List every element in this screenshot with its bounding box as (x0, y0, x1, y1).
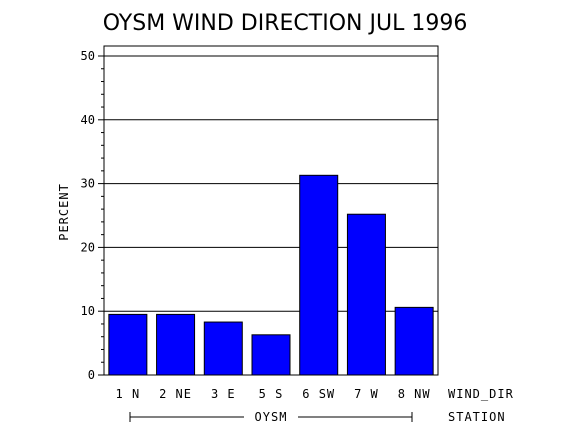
y-axis-label: PERCENT (57, 183, 71, 241)
chart-title: OYSM WIND DIRECTION JUL 1996 (103, 11, 468, 36)
bar (203, 321, 243, 376)
x-tick-label: 5 S (259, 387, 284, 401)
y-tick-label: 0 (88, 368, 95, 382)
bar (394, 306, 434, 376)
x-axis-label: WIND_DIR (448, 387, 514, 401)
x-tick-label: 6 SW (302, 387, 335, 401)
bar (346, 213, 386, 376)
y-tick-label: 20 (81, 240, 95, 254)
y-tick-label: 50 (81, 49, 95, 63)
x-tick-label: 2 NE (159, 387, 192, 401)
bar (108, 313, 148, 376)
bar (156, 313, 196, 376)
y-tick-label: 40 (81, 113, 95, 127)
x-tick-label: 3 E (211, 387, 236, 401)
y-tick-label: 30 (81, 177, 95, 191)
grid-lines (104, 55, 438, 312)
plot-frame (103, 45, 439, 376)
x-tick-label: 7 W (354, 387, 379, 401)
bar (251, 334, 291, 376)
x-tick-label: 8 NW (398, 387, 431, 401)
station-group-label: OYSM (255, 410, 288, 424)
y-tick-label: 10 (81, 304, 95, 318)
bar (299, 174, 339, 376)
x-axis-tick-labels: 1 N 2 NE 3 E 5 S 6 SW 7 W 8 NW (116, 387, 431, 401)
bars (108, 174, 434, 376)
y-axis-ticks: 0 10 20 30 40 50 (81, 49, 104, 382)
x-tick-label: 1 N (116, 387, 141, 401)
station-axis-label: STATION (448, 410, 506, 424)
